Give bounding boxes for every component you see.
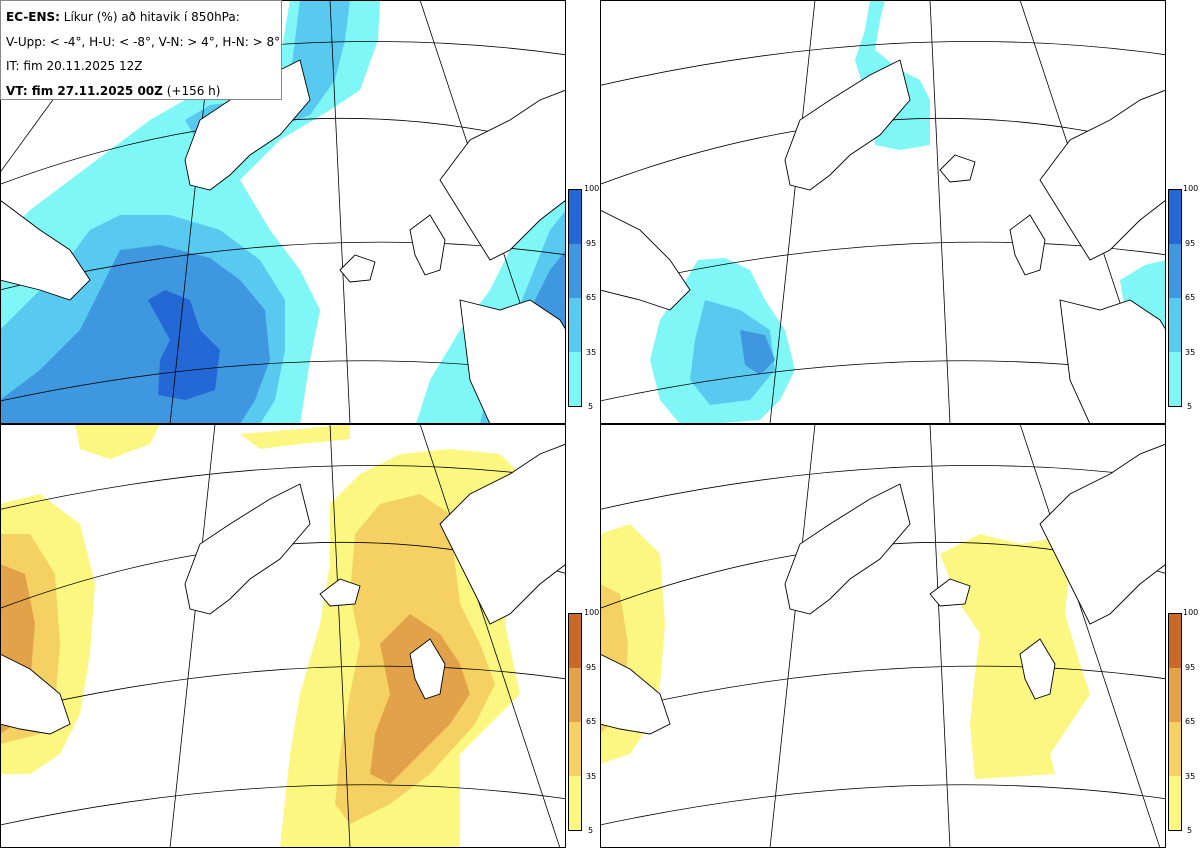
colorbar-tick: 5 (1187, 402, 1193, 411)
britain-coast (409, 214, 446, 276)
legend-thresholds: V-Upp: < -4°, H-U: < -8°, V-N: > 4°, H-N… (6, 34, 281, 49)
colorbar-tick: 5 (588, 826, 594, 835)
greenland-coast (184, 483, 311, 615)
lead-time: (+156 h) (166, 83, 221, 98)
legend-title-row: EC-ENS: Líkur (%) að hitavik í 850hPa: (6, 5, 276, 30)
colorbar-tl (568, 189, 582, 407)
legend-box: EC-ENS: Líkur (%) að hitavik í 850hPa: V… (0, 0, 282, 100)
field-level-5 (75, 424, 160, 459)
colorbar-tick: 100 (584, 608, 600, 617)
map-panel-cold-4 (0, 0, 566, 424)
iceland-coast (339, 254, 376, 283)
colorbar-level-35 (569, 722, 581, 776)
map-panel-warm-8 (600, 424, 1166, 848)
colorbar-tick: 35 (586, 772, 597, 781)
field-level-5 (240, 424, 350, 449)
scandinavia-coast (1039, 443, 1166, 625)
labrador-coast (0, 199, 91, 301)
colorbar-tick: 5 (1187, 826, 1193, 835)
britain-coast (1019, 638, 1056, 700)
colorbar-level-65 (569, 668, 581, 722)
colorbar-tick: 65 (1185, 293, 1196, 302)
colorbar-level-35 (1169, 722, 1181, 776)
britain-coast (1009, 214, 1046, 276)
colorbar-tr (1168, 189, 1182, 407)
colorbar-br (1168, 613, 1182, 831)
colorbar-tick: 65 (1185, 717, 1196, 726)
colorbar-tick: 100 (1183, 184, 1199, 193)
europe-coast (459, 299, 566, 424)
coastline-br (600, 443, 1166, 735)
labrador-coast (600, 653, 671, 735)
greenland-coast (784, 59, 911, 191)
scandinavia-coast (439, 89, 566, 261)
colorbar-level-5 (1169, 352, 1181, 406)
probability-field-bl (0, 424, 520, 848)
probability-map-bl (0, 424, 566, 848)
colorbar-level-65 (1169, 668, 1181, 722)
field-level-65 (370, 614, 470, 784)
coastline-bl (0, 443, 566, 735)
map-panel-cold-8 (600, 0, 1166, 424)
field-level-65 (740, 330, 775, 375)
iceland-coast (929, 578, 971, 607)
model-name: EC-ENS: (6, 10, 60, 24)
coastline-tr (600, 59, 1166, 424)
colorbar-level-95 (569, 190, 581, 244)
iceland-coast (939, 154, 976, 183)
scandinavia-coast (1039, 89, 1166, 261)
colorbar-tick: 95 (1185, 239, 1196, 248)
graticule-br (600, 424, 1166, 848)
probability-map-br (600, 424, 1166, 848)
colorbar-bl (568, 613, 582, 831)
colorbar-level-35 (569, 298, 581, 352)
greenland-coast (784, 483, 911, 615)
field-level-95 (148, 290, 220, 400)
colorbar-level-65 (569, 244, 581, 298)
labrador-coast (0, 653, 71, 735)
colorbar-level-95 (569, 614, 581, 668)
colorbar-level-35 (1169, 298, 1181, 352)
iceland-coast (319, 578, 361, 607)
field-level-5 (940, 534, 1090, 779)
legend-title: Líkur (%) að hitavik í 850hPa: (63, 10, 240, 24)
colorbar-level-65 (1169, 244, 1181, 298)
scandinavia-coast (439, 443, 566, 625)
colorbar-tick: 65 (586, 717, 597, 726)
colorbar-tick: 65 (586, 293, 597, 302)
colorbar-tick: 95 (1185, 663, 1196, 672)
colorbar-level-95 (1169, 614, 1181, 668)
colorbar-level-5 (569, 776, 581, 830)
colorbar-tick: 35 (1185, 772, 1196, 781)
colorbar-tick: 35 (1185, 348, 1196, 357)
colorbar-tick: 100 (1183, 608, 1199, 617)
europe-coast (1059, 299, 1166, 424)
valid-time: VT: fim 27.11.2025 00Z (6, 83, 163, 98)
legend-valid-row: VT: fim 27.11.2025 00Z (+156 h) (6, 79, 276, 104)
colorbar-tick: 100 (584, 184, 600, 193)
legend-init-time: IT: fim 20.11.2025 12Z (6, 59, 143, 73)
colorbar-level-5 (569, 352, 581, 406)
colorbar-tick: 35 (586, 348, 597, 357)
field-level-35 (690, 300, 775, 405)
colorbar-tick: 5 (588, 402, 594, 411)
britain-coast (409, 638, 446, 700)
colorbar-tick: 95 (586, 663, 597, 672)
labrador-coast (600, 209, 691, 311)
map-panel-warm-4 (0, 424, 566, 848)
colorbar-tick: 95 (586, 239, 597, 248)
colorbar-level-5 (1169, 776, 1181, 830)
probability-map-tr (600, 0, 1166, 424)
colorbar-level-95 (1169, 190, 1181, 244)
